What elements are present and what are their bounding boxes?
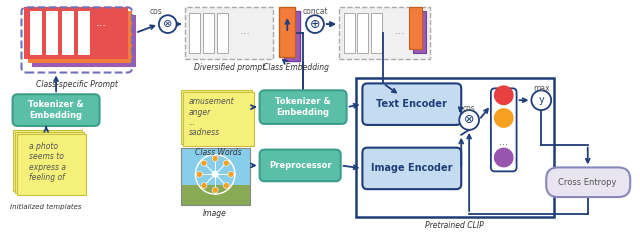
Bar — [24, 7, 128, 59]
Text: Tokenizer &
Embedding: Tokenizer & Embedding — [28, 100, 84, 120]
Text: Class Embedding: Class Embedding — [263, 63, 329, 72]
Circle shape — [212, 171, 218, 177]
Circle shape — [201, 160, 207, 166]
Text: amusement
anger
...
sadness: amusement anger ... sadness — [189, 97, 234, 137]
Circle shape — [494, 148, 514, 167]
Bar — [284, 11, 300, 61]
Text: cos: cos — [150, 7, 163, 16]
Text: Tokenizer &
Embedding: Tokenizer & Embedding — [275, 97, 331, 117]
Text: y: y — [538, 95, 544, 105]
Text: ...: ... — [239, 26, 250, 36]
Text: Image Encoder: Image Encoder — [371, 163, 452, 173]
Bar — [30, 11, 42, 55]
Text: Initialized templates: Initialized templates — [10, 204, 82, 210]
Circle shape — [223, 182, 229, 189]
Bar — [371, 13, 382, 53]
Text: Preprocessor: Preprocessor — [269, 161, 332, 170]
FancyBboxPatch shape — [362, 148, 461, 189]
Text: Diversified prompt: Diversified prompt — [195, 63, 266, 72]
Text: concat: concat — [302, 7, 328, 16]
Bar — [339, 7, 429, 59]
Circle shape — [223, 160, 229, 166]
Bar — [182, 92, 253, 146]
Bar — [180, 148, 250, 205]
Text: ...: ... — [96, 18, 107, 28]
FancyBboxPatch shape — [260, 90, 347, 124]
Text: ⊗: ⊗ — [464, 114, 474, 126]
Circle shape — [494, 108, 514, 128]
Bar — [409, 7, 422, 49]
Circle shape — [306, 15, 324, 33]
Bar — [356, 79, 554, 217]
Bar — [28, 11, 132, 63]
Bar — [344, 13, 355, 53]
Circle shape — [159, 15, 177, 33]
Circle shape — [212, 187, 218, 193]
Text: Text Encoder: Text Encoder — [376, 99, 447, 109]
Circle shape — [212, 156, 218, 161]
Bar — [413, 11, 426, 53]
FancyBboxPatch shape — [362, 83, 461, 125]
Text: max: max — [533, 84, 550, 93]
Text: Class Words: Class Words — [195, 148, 241, 157]
Circle shape — [460, 110, 479, 130]
Circle shape — [494, 85, 514, 105]
Text: ...: ... — [394, 26, 405, 36]
Bar — [13, 130, 82, 191]
Bar — [62, 11, 74, 55]
Bar — [189, 13, 200, 53]
FancyBboxPatch shape — [13, 94, 100, 126]
Circle shape — [201, 182, 207, 189]
Text: ⊗: ⊗ — [163, 19, 172, 29]
Text: Pretrained CLIP: Pretrained CLIP — [425, 221, 484, 230]
Text: ...: ... — [499, 137, 508, 147]
Bar — [217, 13, 228, 53]
FancyBboxPatch shape — [260, 150, 340, 181]
Circle shape — [228, 171, 234, 177]
Bar — [180, 148, 250, 185]
Circle shape — [531, 90, 551, 110]
FancyBboxPatch shape — [546, 167, 630, 197]
Bar — [17, 134, 86, 195]
Bar — [180, 90, 252, 144]
Bar — [180, 185, 250, 205]
Bar — [78, 11, 90, 55]
Text: ⊕: ⊕ — [310, 18, 320, 31]
Text: Cross Entropy: Cross Entropy — [559, 178, 617, 187]
Bar — [280, 7, 295, 57]
Text: Image: Image — [204, 209, 227, 218]
Bar — [184, 7, 273, 59]
Bar — [15, 132, 84, 193]
Bar — [33, 15, 136, 67]
Bar — [46, 11, 58, 55]
Bar — [358, 13, 369, 53]
Text: a photo
seems to
express a
feeling of: a photo seems to express a feeling of — [29, 142, 67, 182]
Text: cos: cos — [463, 104, 476, 113]
Text: Class-specific Prompt: Class-specific Prompt — [36, 80, 118, 89]
Circle shape — [196, 171, 202, 177]
Bar — [204, 13, 214, 53]
